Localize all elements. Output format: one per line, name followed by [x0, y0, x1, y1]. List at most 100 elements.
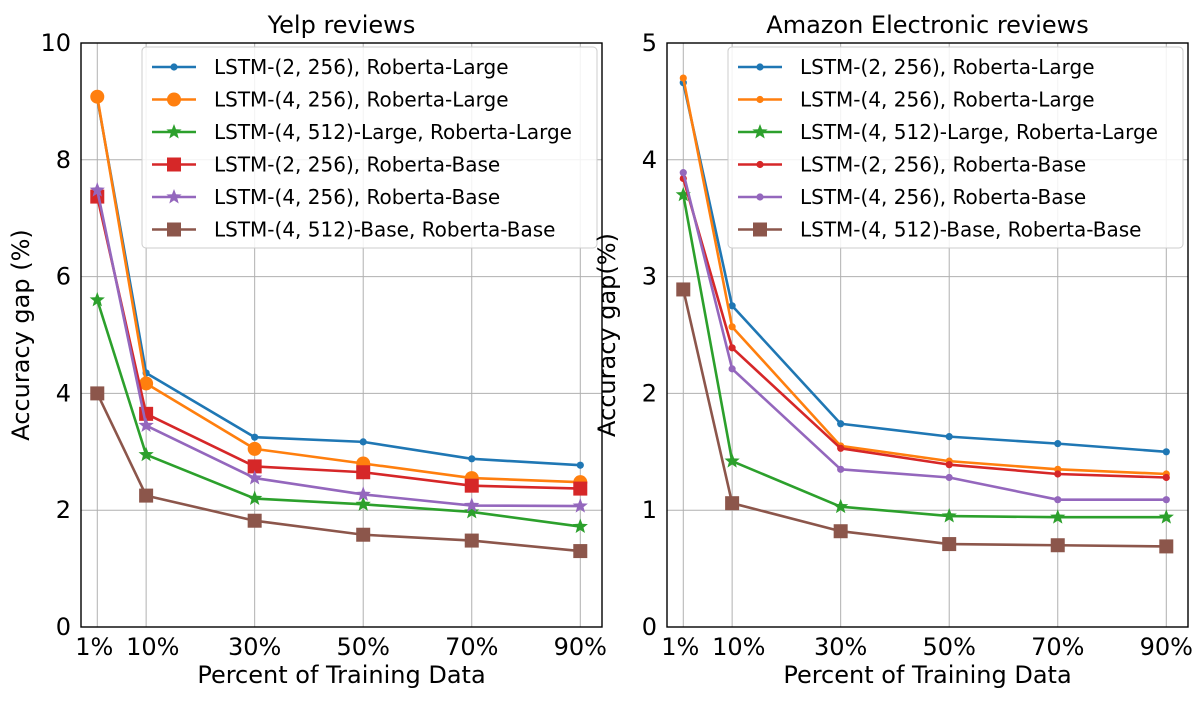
data-point: [464, 497, 480, 512]
legend-marker: [166, 124, 182, 139]
data-point: [837, 444, 845, 452]
series-line: [96, 98, 581, 467]
data-point: [1054, 470, 1062, 478]
x-tick-label: 30%: [228, 633, 281, 661]
legend-marker: [167, 157, 181, 172]
legend-label: LSTM-(2, 256), Roberta-Base: [800, 153, 1086, 177]
data-point: [837, 420, 845, 428]
legend-marker: [756, 160, 764, 169]
data-point: [728, 365, 736, 373]
legend-marker: [756, 193, 764, 201]
y-axis-label: Accuracy gap(%): [593, 233, 621, 437]
data-point: [251, 433, 259, 441]
data-point: [359, 438, 367, 446]
data-point: [89, 182, 105, 197]
series-line: [682, 289, 1167, 548]
series-4: [89, 182, 588, 513]
data-point: [728, 323, 736, 331]
legend-marker: [170, 63, 178, 71]
data-point: [138, 446, 154, 462]
x-tick-label: 90%: [1140, 633, 1193, 661]
legend-label: LSTM-(4, 512)-Large, Roberta-Large: [800, 120, 1158, 144]
data-point: [573, 544, 588, 559]
series-line: [682, 178, 1167, 479]
y-tick-label: 10: [40, 29, 71, 57]
data-point: [676, 282, 691, 297]
data-point: [728, 302, 736, 310]
x-tick-label: 1%: [75, 633, 113, 661]
data-point: [945, 473, 953, 482]
legend-label: LSTM-(2, 256), Roberta-Base: [214, 153, 500, 177]
data-point: [464, 503, 480, 519]
series-line: [95, 96, 581, 484]
legend-marker: [167, 222, 181, 237]
legend: LSTM-(2, 256), Roberta-Large LSTM-(4, 256…: [141, 46, 598, 249]
data-point: [1050, 509, 1066, 524]
legend-label: LSTM-(4, 256), Roberta-Large: [800, 88, 1095, 112]
data-point: [1162, 448, 1170, 456]
series-line: [682, 77, 1167, 476]
data-point: [679, 74, 687, 82]
data-point: [833, 498, 849, 514]
legend-label: LSTM-(4, 256), Roberta-Base: [800, 185, 1086, 209]
y-tick-label: 2: [642, 379, 657, 407]
data-point: [247, 470, 263, 485]
data-point: [356, 465, 371, 480]
x-tick-label: 90%: [554, 633, 607, 661]
data-point: [725, 496, 740, 511]
data-point: [247, 459, 262, 474]
x-tick-label: 10%: [712, 633, 765, 661]
y-tick-label: 3: [642, 263, 657, 291]
data-point: [679, 169, 687, 177]
data-point: [247, 513, 262, 528]
data-point: [837, 465, 845, 473]
data-point: [1162, 496, 1170, 504]
legend-label: LSTM-(2, 256), Roberta-Large: [214, 55, 509, 79]
legend-marker: [756, 95, 764, 104]
x-tick-label: 10%: [126, 633, 179, 661]
data-point: [941, 508, 957, 523]
data-point: [139, 488, 154, 503]
data-point: [247, 490, 263, 505]
legend-marker: [166, 189, 182, 204]
series-line: [96, 392, 581, 553]
chart-0: 0 2 4 6 8 10 1% 10% 30% 50% 70% 90% Yelp reviews Perc…: [7, 11, 607, 689]
data-point: [247, 441, 262, 456]
legend-box: [141, 46, 598, 249]
y-tick-label: 0: [642, 613, 657, 641]
data-point: [468, 455, 476, 463]
data-point: [833, 524, 848, 539]
axes-frame: [666, 42, 1189, 628]
data-point: [1054, 440, 1062, 448]
y-tick-label: 4: [642, 146, 657, 174]
data-point: [1158, 509, 1174, 524]
legend-label: LSTM-(4, 512)-Base, Roberta-Base: [800, 218, 1141, 242]
y-tick-label: 0: [56, 613, 71, 641]
data-point: [724, 453, 740, 468]
chart-1: 0 1 2 3 4 5 1% 10% 30% 50% 70% 90% Amazon Electronic…: [593, 11, 1193, 689]
data-point: [356, 527, 371, 542]
series-line: [682, 194, 1167, 519]
data-point: [355, 496, 371, 511]
x-tick-label: 1%: [661, 633, 699, 661]
legend-label: LSTM-(2, 256), Roberta-Large: [800, 55, 1095, 79]
data-point: [728, 344, 736, 352]
data-point: [942, 537, 957, 552]
series-line: [682, 172, 1167, 501]
chart-title: Yelp reviews: [267, 11, 416, 39]
data-point: [576, 461, 584, 469]
data-point: [138, 417, 154, 432]
x-axis-label: Percent of Training Data: [197, 661, 485, 689]
legend: LSTM-(2, 256), Roberta-Large LSTM-(4, 256…: [727, 46, 1184, 249]
axes-frame: [80, 42, 603, 628]
x-tick-label: 70%: [1031, 633, 1084, 661]
legend-marker: [167, 92, 181, 107]
legend-marker: [753, 222, 767, 237]
series-2: [89, 291, 588, 534]
y-tick-label: 8: [56, 146, 71, 174]
y-tick-label: 5: [642, 29, 657, 57]
y-tick-label: 2: [56, 496, 71, 524]
y-axis-label: Accuracy gap (%): [7, 229, 35, 441]
legend-label: LSTM-(4, 512)-Large, Roberta-Large: [214, 120, 572, 144]
